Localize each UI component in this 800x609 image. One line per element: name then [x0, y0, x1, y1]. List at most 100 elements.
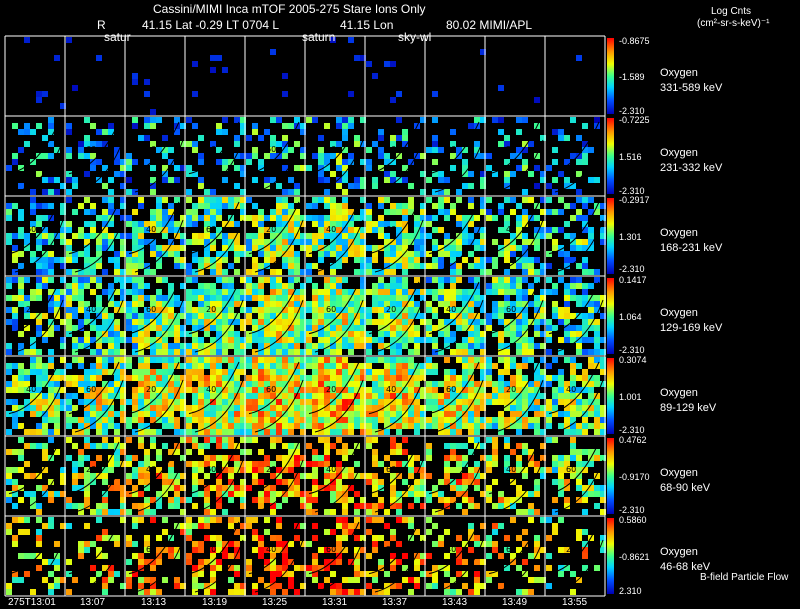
pixel [198, 283, 204, 289]
pixel [216, 129, 222, 135]
pixel [366, 147, 372, 153]
cb3-min: -2.310 [619, 345, 645, 355]
pixel [276, 203, 282, 209]
pixel [522, 363, 528, 369]
pixel [48, 357, 54, 363]
pixel [276, 393, 282, 399]
pixel [414, 467, 420, 473]
contour-label: 20 [26, 305, 36, 314]
pixel [360, 535, 366, 541]
pixel [330, 583, 336, 589]
pixel [132, 387, 138, 393]
pixel [276, 251, 282, 257]
pixel [516, 429, 522, 435]
pixel [420, 491, 426, 497]
pixel [126, 337, 132, 343]
contour-line [434, 539, 484, 593]
pixel [210, 245, 216, 251]
pixel [18, 349, 24, 355]
pixel [444, 571, 450, 577]
pixel [120, 283, 126, 289]
pixel [504, 547, 510, 553]
pixel [84, 257, 90, 263]
pixel [120, 269, 126, 275]
pixel [468, 197, 474, 203]
pixel [546, 197, 552, 203]
pixel [18, 209, 24, 215]
pixel [30, 393, 36, 399]
pixel [84, 343, 90, 349]
pixel [564, 565, 570, 571]
pixel [198, 257, 204, 263]
stare-frame-1-3 [186, 117, 246, 195]
stare-frame-3-8 [486, 277, 546, 355]
pixel [402, 233, 408, 239]
pixel [108, 467, 114, 473]
pixel [24, 313, 30, 319]
pixel [528, 491, 534, 497]
pixel [312, 399, 318, 405]
pixel [102, 183, 108, 189]
pixel [312, 455, 318, 461]
time-tick-9: 13:55 [562, 597, 588, 608]
pixel [390, 393, 396, 399]
pixel [126, 301, 132, 307]
pixel [462, 227, 468, 233]
pixel [360, 141, 366, 147]
pixel [186, 331, 192, 337]
pixel [600, 357, 606, 363]
pixel [516, 215, 522, 221]
pixel [306, 269, 312, 275]
pixel [402, 295, 408, 301]
pixel [504, 177, 510, 183]
pixel [252, 411, 258, 417]
pixel [150, 319, 156, 325]
pixel [234, 423, 240, 429]
pixel [288, 203, 294, 209]
pixel [126, 233, 132, 239]
pixel [342, 375, 348, 381]
pixel [534, 411, 540, 417]
pixel [546, 263, 552, 269]
pixel [222, 203, 228, 209]
pixel [480, 117, 486, 123]
stare-frame-1-1 [66, 117, 126, 195]
pixel [294, 289, 300, 295]
pixel [444, 357, 450, 363]
pixel [156, 331, 162, 337]
pixel [36, 215, 42, 221]
pixel [36, 239, 42, 245]
pixel [480, 197, 486, 203]
pixel [54, 189, 60, 195]
pixel [324, 429, 330, 435]
pixel [414, 277, 420, 283]
pixel [108, 343, 114, 349]
pixel [246, 559, 252, 565]
pixel [306, 491, 312, 497]
contour-line [368, 201, 420, 255]
pixel [36, 97, 42, 103]
pixel [456, 319, 462, 325]
contour-line [134, 219, 184, 273]
pixel [462, 375, 468, 381]
pixel [156, 405, 162, 411]
pixel [480, 369, 486, 375]
pixel [342, 547, 348, 553]
pixel [576, 337, 582, 343]
pixel [468, 349, 474, 355]
pixel [408, 319, 414, 325]
pixel [150, 313, 156, 319]
pixel [366, 263, 372, 269]
pixel [210, 381, 216, 387]
pixel [360, 381, 366, 387]
pixel [366, 571, 372, 577]
pixel [138, 429, 144, 435]
pixel [198, 349, 204, 355]
pixel [180, 529, 186, 535]
pixel [432, 405, 438, 411]
pixel [174, 399, 180, 405]
pixel [18, 369, 24, 375]
pixel [462, 215, 468, 221]
pixel [228, 319, 234, 325]
pixel [348, 159, 354, 165]
